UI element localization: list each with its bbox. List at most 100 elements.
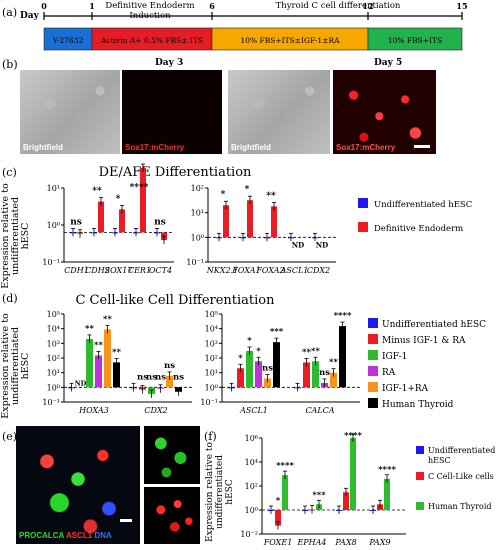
chart-d: C Cell-like Cell Differentiation Expressi… bbox=[0, 293, 486, 419]
chart-d-legend-swatch-3 bbox=[368, 366, 378, 376]
chart-f-bar-0-2 bbox=[282, 475, 288, 510]
chart-d-right-bar-0-5 bbox=[273, 342, 280, 388]
chart-c-title: DE/AFE Differentiation bbox=[99, 165, 252, 180]
chart-f-legend-label-0-b: hESC bbox=[428, 456, 451, 465]
timeline-segment-label-2: 10% FBS+ITS±IGF-1±RA bbox=[240, 36, 340, 45]
chart-d-left-sig: ns bbox=[137, 372, 148, 382]
chart-d-left-ytick-label: 10¹ bbox=[47, 369, 60, 378]
chart-f-xtick-label: PAX9 bbox=[368, 538, 390, 547]
stage-header-de: Definitive Endoderm bbox=[105, 1, 194, 11]
chart-d-left-ytick-label: 10² bbox=[47, 354, 60, 363]
chart-c-legend-label-0: Undifferentiated hESC bbox=[374, 200, 472, 210]
chart-d-left-sig: ns bbox=[155, 372, 166, 382]
chart-c-left-ytick-label: 10¹ bbox=[47, 184, 60, 193]
chart-f-ytick-label: 10⁻² bbox=[240, 530, 258, 539]
timeline-segment-label-1: Activin A+ 0.5% FBS± ITS bbox=[100, 36, 203, 45]
chart-d-right-bar-0-2 bbox=[246, 351, 253, 388]
panel-label-f: (f) bbox=[204, 430, 217, 443]
timeline-day-label: Day bbox=[20, 11, 40, 21]
chart-d-legend-label-1: Minus IGF-1 & RA bbox=[382, 336, 466, 346]
chart-f-legend-label-0: Undifferentiated bbox=[428, 446, 495, 455]
chart-c-legend-swatch-0 bbox=[358, 198, 368, 208]
chart-c-right-sig: ** bbox=[266, 191, 276, 201]
chart-f-bar-2-1 bbox=[343, 492, 349, 510]
chart-d-right-sig: **** bbox=[334, 311, 352, 321]
chart-d-left-sig: ns bbox=[164, 361, 175, 371]
chart-d-right-bar-1-4 bbox=[330, 372, 337, 388]
chart-d-right-sig: ** bbox=[329, 358, 338, 368]
micrograph-brightfield-day3: Brightfield bbox=[20, 70, 120, 154]
panel-label-d: (d) bbox=[2, 292, 18, 305]
chart-c-left-sig: ** bbox=[92, 187, 102, 197]
chart-f-ylabel-line: Expression relative to bbox=[205, 442, 215, 542]
chart-d-right-sig: * bbox=[256, 346, 261, 356]
chart-c-right-sig: ND bbox=[292, 240, 304, 249]
chart-d-right-ytick-label: 10⁵ bbox=[205, 310, 218, 319]
chart-f-sig: * bbox=[276, 496, 281, 506]
chart-d-right-bar-0-3 bbox=[255, 361, 262, 388]
chart-f-sig: *** bbox=[312, 490, 326, 500]
chart-d-left-ytick-label: 10⁴ bbox=[47, 325, 60, 334]
chart-d-right-sig: * bbox=[238, 353, 243, 363]
chart-d-legend-swatch-4 bbox=[368, 382, 378, 392]
chart-f-ylabel-line: hESC bbox=[225, 479, 235, 505]
chart-f-bar-2-2 bbox=[350, 438, 356, 510]
chart-d-right-bar-1-1 bbox=[303, 362, 310, 388]
chart-f-sig: **** bbox=[344, 431, 362, 441]
day3-label: Day 3 bbox=[155, 58, 184, 68]
chart-d-legend-swatch-5 bbox=[368, 398, 378, 408]
chart-c-right-bar-0-1 bbox=[223, 205, 229, 238]
chart-c-right-ytick-label: 10¹ bbox=[191, 209, 204, 218]
chart-c-left-sig: ns bbox=[70, 217, 82, 227]
chart-d-right-bar-0-4 bbox=[264, 378, 271, 388]
chart-d-right-ytick-label: 10⁴ bbox=[205, 325, 218, 334]
chart-d-left-ytick-label: 10⁻¹ bbox=[42, 398, 60, 407]
chart-f-legend-label-2: Human Thyroid bbox=[428, 502, 492, 511]
chart-d-right-sig: ns bbox=[319, 368, 330, 378]
chart-d-ylabel: Expression relative toundifferentiatedhE… bbox=[0, 313, 31, 419]
chart-d-left-xtick-label: CDX2 bbox=[144, 406, 167, 415]
chart-f-xtick-label: EPHA4 bbox=[296, 538, 326, 547]
chart-f-ytick-label: 10⁴ bbox=[245, 458, 258, 467]
chart-d-left-ytick-label: 10⁵ bbox=[47, 310, 60, 319]
chart-f-bar-0-1 bbox=[275, 510, 281, 526]
chart-c-right-sig: * bbox=[221, 190, 226, 200]
chart-f-xtick-label: FOXE1 bbox=[263, 538, 293, 547]
chart-c-left-xtick-label: CDH1 bbox=[64, 266, 89, 275]
chart-c-left-ytick-label: 10⁰ bbox=[47, 221, 60, 230]
chart-c-left-ytick-label: 10⁻¹ bbox=[42, 258, 60, 267]
panel-label-e: (e) bbox=[2, 430, 18, 443]
chart-c-left-bar-3-1 bbox=[140, 167, 146, 233]
chart-d-left-sig: ** bbox=[85, 324, 94, 334]
day5-label: Day 5 bbox=[374, 58, 403, 68]
panel-label-b: (b) bbox=[2, 58, 18, 71]
chart-d-left-ytick-label: 10³ bbox=[47, 339, 60, 348]
procalca-channel-image bbox=[144, 426, 200, 484]
chart-f-legend-swatch-2 bbox=[416, 502, 424, 510]
scale-bar-e bbox=[120, 519, 132, 522]
chart-d-right-ytick-label: 10⁻¹ bbox=[200, 398, 218, 407]
chart-c-right-ytick-label: 10⁰ bbox=[191, 233, 204, 242]
chart-d-left-bar-0-2 bbox=[86, 338, 93, 388]
chart-d-left-bar-0-3 bbox=[95, 355, 102, 388]
chart-f-sig: **** bbox=[378, 465, 396, 475]
chart-d-legend-swatch-2 bbox=[368, 350, 378, 360]
chart-d-left-ytick-label: 10⁰ bbox=[47, 383, 60, 392]
chart-c-left-xtick-label: SOX17 bbox=[105, 266, 134, 275]
micrograph-caption-bf-day5: Brightfield bbox=[231, 143, 271, 152]
chart-f-sig: **** bbox=[276, 461, 294, 471]
caption-ascl1: ASCL1 bbox=[65, 531, 93, 540]
chart-f-ytick-label: 10² bbox=[245, 482, 258, 491]
chart-d-right-sig: ** bbox=[311, 346, 320, 356]
chart-c-right-sig: * bbox=[245, 185, 250, 195]
chart-d-ylabel-line: Expression relative to bbox=[0, 313, 11, 419]
chart-c-ylabel-line: Expression relative to bbox=[0, 183, 11, 288]
chart-d-right-sig: ns bbox=[262, 364, 273, 374]
chart-c-right-ytick-label: 10² bbox=[191, 184, 204, 193]
chart-c: DE/AFE Differentiation Expression relativ… bbox=[0, 163, 472, 288]
chart-c-left-xtick-label: OCT4 bbox=[149, 266, 172, 275]
caption-procalca: PROCALCA bbox=[19, 531, 65, 540]
stage-header-thyroid: Thyroid C cell differentiation bbox=[276, 1, 401, 11]
chart-d-right-bar-1-2 bbox=[312, 361, 319, 388]
chart-d-left-bar-1-4 bbox=[166, 375, 173, 388]
